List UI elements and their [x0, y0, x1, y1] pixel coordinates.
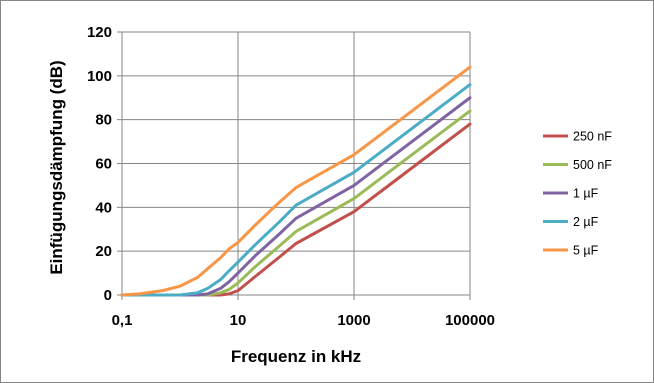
x-tick-label: 100000 — [445, 312, 495, 329]
legend-label: 250 nF — [573, 130, 612, 144]
x-tick-label: 0,1 — [112, 312, 133, 329]
y-tick-label: 80 — [95, 112, 112, 129]
y-tick-label: 60 — [95, 156, 112, 173]
y-tick-label: 100 — [87, 68, 112, 85]
legend-label: 500 nF — [573, 158, 612, 172]
y-tick-label: 120 — [87, 24, 112, 41]
y-axis-title: Einfügungsdämpfung (dB) — [47, 60, 66, 274]
legend-label: 5 µF — [573, 244, 599, 258]
series-line — [120, 83, 472, 297]
x-tick-label: 10 — [230, 312, 247, 329]
legend-label: 2 µF — [573, 215, 599, 229]
series-line — [120, 96, 472, 297]
series-line — [120, 65, 472, 297]
x-axis-title: Frequenz in kHz — [231, 347, 361, 366]
y-tick-label: 0 — [104, 287, 112, 304]
legend-label: 1 µF — [573, 187, 599, 201]
y-tick-label: 20 — [95, 243, 112, 260]
x-tick-label: 1000 — [337, 312, 370, 329]
y-tick-label: 40 — [95, 199, 112, 216]
